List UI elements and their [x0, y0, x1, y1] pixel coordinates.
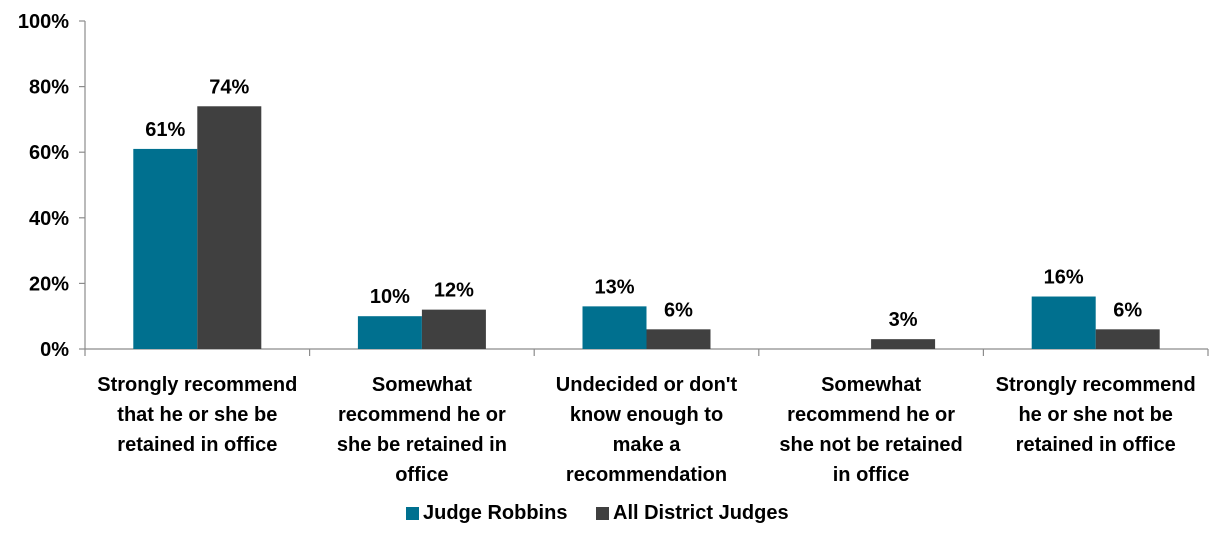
- y-tick-label: 20%: [29, 273, 69, 295]
- y-tick-label: 100%: [18, 11, 69, 33]
- bar-judge-robbins: [357, 316, 422, 349]
- legend-swatch: [406, 507, 419, 520]
- bars: [133, 106, 1160, 349]
- data-label: 61%: [145, 119, 185, 141]
- axes: 0% 20% 40% 60% 80% 100%: [18, 11, 1209, 361]
- legend-label: Judge Robbins: [423, 502, 567, 524]
- data-label: 12%: [434, 280, 474, 302]
- data-labels: 61% 74% 10% 12% 13% 6% 3% 16% 6%: [145, 76, 1142, 331]
- category-labels: Strongly recommend that he or she be retai…: [97, 374, 1195, 486]
- bar-all-district-judges: [197, 106, 262, 349]
- data-label: 6%: [1113, 299, 1142, 321]
- data-label: 74%: [209, 76, 249, 98]
- legend: Judge Robbins All District Judges: [406, 502, 789, 524]
- legend-swatch: [596, 507, 609, 520]
- x-category-label: Strongly recommend that he or she be retai…: [97, 374, 297, 456]
- bar-all-district-judges: [1095, 329, 1160, 349]
- y-tick-label: 40%: [29, 208, 69, 230]
- bar-judge-robbins: [582, 306, 647, 349]
- bar-all-district-judges: [646, 329, 711, 349]
- y-tick-label: 60%: [29, 142, 69, 164]
- bar-judge-robbins: [133, 148, 198, 349]
- bar-judge-robbins: [1031, 296, 1096, 349]
- x-category-label: Somewhat recommend he or she not be retain…: [779, 374, 962, 486]
- y-tick-label: 0%: [40, 339, 69, 361]
- data-label: 3%: [889, 309, 918, 331]
- bar-all-district-judges: [871, 339, 936, 349]
- x-category-label: Undecided or don't know enough to make a re…: [556, 374, 738, 486]
- data-label: 13%: [594, 276, 634, 298]
- y-tick-label: 80%: [29, 77, 69, 99]
- x-category-label: Strongly recommend he or she not be retain…: [996, 374, 1196, 456]
- x-category-label: Somewhat recommend he or she be retained i…: [337, 374, 507, 486]
- data-label: 6%: [664, 299, 693, 321]
- data-label: 16%: [1044, 267, 1084, 289]
- data-label: 10%: [370, 286, 410, 308]
- legend-label: All District Judges: [613, 502, 789, 524]
- bar-all-district-judges: [421, 309, 486, 349]
